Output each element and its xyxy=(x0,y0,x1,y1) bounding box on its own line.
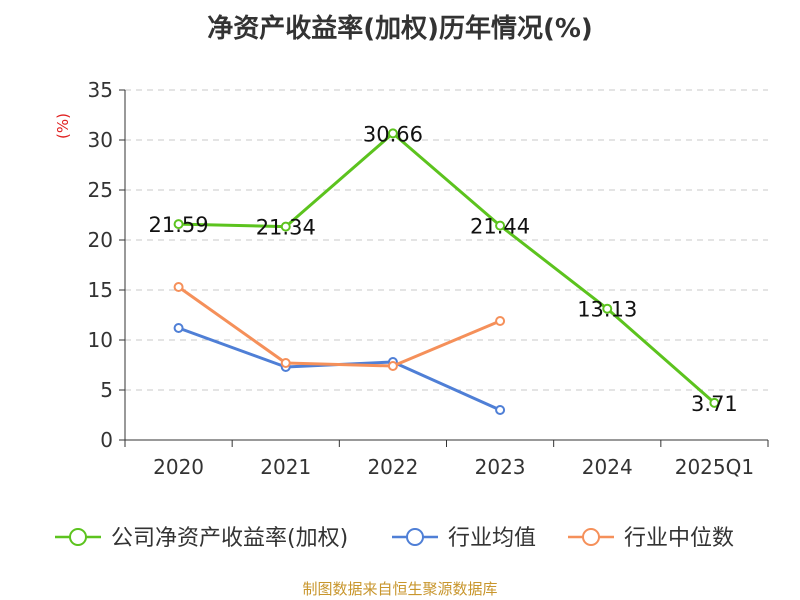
y-tick-label: 10 xyxy=(88,328,113,352)
legend-item: 公司净资产收益率(加权) xyxy=(55,526,348,551)
legend-item: 行业均值 xyxy=(392,526,536,551)
data-point xyxy=(602,303,613,314)
data-point xyxy=(709,397,720,408)
data-label: 3.71 xyxy=(691,392,738,416)
axes: 0 5 10 15 20 25 30 35 2020 2021 2022 2023 2024 2025Q1 xyxy=(88,78,769,479)
y-tick-label: 5 xyxy=(100,378,113,402)
data-labels: 21.59 21.34 30.66 21.44 13.13 3.71 xyxy=(149,122,738,416)
series-line xyxy=(178,131,716,405)
legend-label: 公司净资产收益率(加权) xyxy=(111,526,348,551)
data-point xyxy=(495,220,506,231)
source-note: 制图数据来自恒生聚源数据库 xyxy=(302,580,498,598)
x-tick-label: 2024 xyxy=(582,455,633,479)
data-point xyxy=(387,128,398,139)
legend-label: 行业均值 xyxy=(448,526,536,551)
y-tick-label: 25 xyxy=(88,178,113,202)
data-point xyxy=(495,405,506,415)
x-tick-label: 2021 xyxy=(260,455,311,479)
chart-title: 净资产收益率(加权)历年情况(%) xyxy=(207,14,593,44)
data-point xyxy=(280,221,291,232)
series-line xyxy=(177,285,501,368)
x-tick-label: 2020 xyxy=(153,455,204,479)
data-point xyxy=(280,358,291,368)
data-point xyxy=(173,282,184,292)
data-label: 21.59 xyxy=(149,213,209,237)
y-tick-label: 35 xyxy=(88,78,113,102)
data-label: 30.66 xyxy=(363,122,423,146)
series-layer xyxy=(173,128,720,415)
data-label: 21.34 xyxy=(256,216,316,240)
legend-marker xyxy=(582,528,600,546)
legend-label: 行业中位数 xyxy=(624,526,734,551)
y-tick-label: 0 xyxy=(100,428,113,452)
legend: 公司净资产收益率(加权) 行业均值 行业中位数 xyxy=(55,526,734,551)
data-point xyxy=(387,361,398,371)
data-point xyxy=(495,316,506,326)
x-tick-label: 2025Q1 xyxy=(675,455,754,479)
y-tick-label: 30 xyxy=(88,128,113,152)
y-axis-label: (%) xyxy=(54,113,72,139)
data-label: 13.13 xyxy=(577,298,637,322)
legend-item: 行业中位数 xyxy=(568,526,734,551)
data-label: 21.44 xyxy=(470,215,530,239)
gridlines xyxy=(125,89,768,391)
y-tick-label: 15 xyxy=(88,278,113,302)
data-point xyxy=(173,323,184,333)
legend-marker xyxy=(69,528,87,546)
legend-marker xyxy=(406,528,424,546)
data-point xyxy=(173,219,184,230)
x-tick-label: 2023 xyxy=(475,455,526,479)
x-tick-label: 2022 xyxy=(367,455,418,479)
y-tick-label: 20 xyxy=(88,228,113,252)
